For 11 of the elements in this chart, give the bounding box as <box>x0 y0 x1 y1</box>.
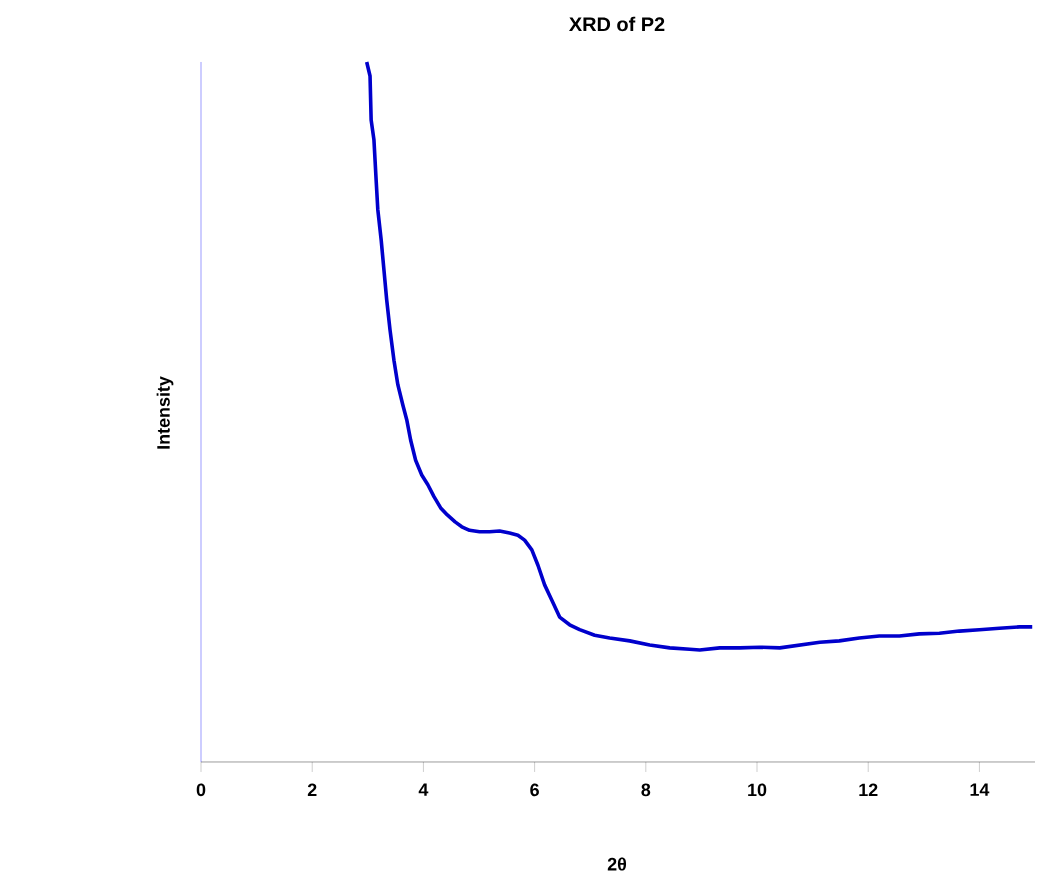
x-tick-label: 4 <box>418 783 429 796</box>
x-tick-label: 8 <box>641 783 651 797</box>
x-tick-label: 0 <box>196 783 206 797</box>
x-tick-label: 12 <box>859 783 878 797</box>
x-tick-label: 6 <box>530 783 539 797</box>
x-axis-title: 2θ <box>607 857 627 871</box>
chart-title: XRD of P2 <box>569 16 665 32</box>
x-tick-label: 2 <box>307 783 317 797</box>
y-axis-title: Intensity <box>156 376 174 449</box>
x-tick-label: 10 <box>748 783 767 797</box>
x-tick-label: 14 <box>970 783 990 796</box>
